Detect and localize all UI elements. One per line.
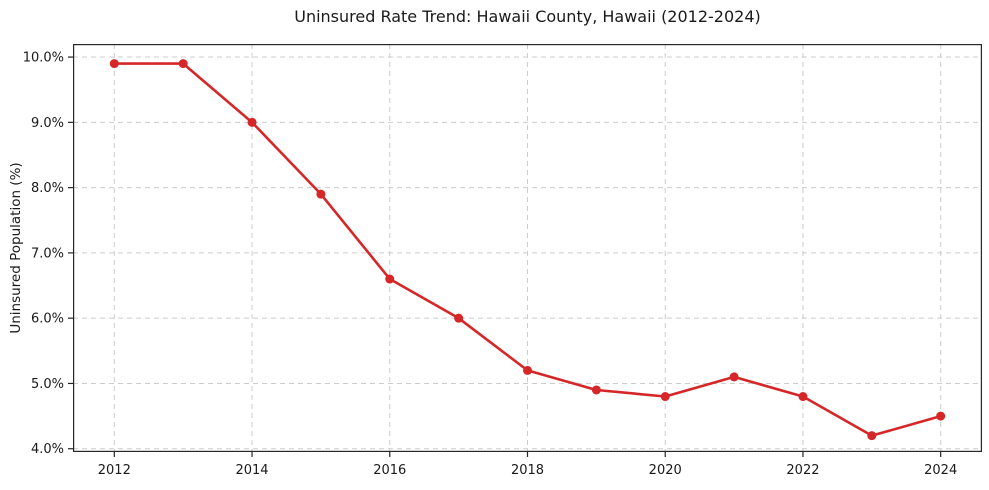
y-axis-label: Uninsured Population (%) — [8, 162, 24, 334]
data-point-marker — [385, 274, 395, 284]
x-tick-label: 2024 — [924, 463, 957, 478]
y-tick-label: 6.0% — [31, 312, 64, 327]
data-point-marker — [591, 385, 601, 395]
data-point-marker — [454, 313, 464, 323]
x-tick-label: 2020 — [649, 463, 682, 478]
y-tick-label: 4.0% — [31, 442, 64, 457]
data-point-marker — [109, 59, 119, 69]
data-point-marker — [660, 392, 670, 402]
data-point-marker — [729, 372, 739, 382]
x-tick-label: 2016 — [373, 463, 406, 478]
data-point-marker — [798, 392, 808, 402]
data-point-marker — [936, 411, 946, 421]
plot-border — [73, 44, 982, 452]
y-tick-label: 9.0% — [31, 116, 64, 131]
data-point-marker — [247, 117, 257, 127]
data-point-marker — [867, 431, 877, 441]
x-tick-label: 2014 — [235, 463, 268, 478]
chart-title: Uninsured Rate Trend: Hawaii County, Haw… — [294, 7, 761, 26]
data-point-marker — [523, 365, 532, 375]
data-point-marker — [316, 189, 326, 199]
x-tick-label: 2018 — [511, 463, 544, 478]
x-tick-label: 2022 — [786, 463, 819, 478]
y-tick-label: 8.0% — [31, 181, 64, 196]
y-tick-label: 5.0% — [31, 377, 64, 392]
data-point-marker — [178, 59, 188, 69]
line-chart-plot-area: 4.0% 5.0% 6.0% 7.0% 8.0% 9.0% 10.0% 2012 2014 201… — [23, 44, 982, 478]
y-tick-label: 10.0% — [23, 51, 64, 66]
y-tick-label: 7.0% — [31, 246, 64, 261]
x-tick-label: 2012 — [98, 463, 131, 478]
